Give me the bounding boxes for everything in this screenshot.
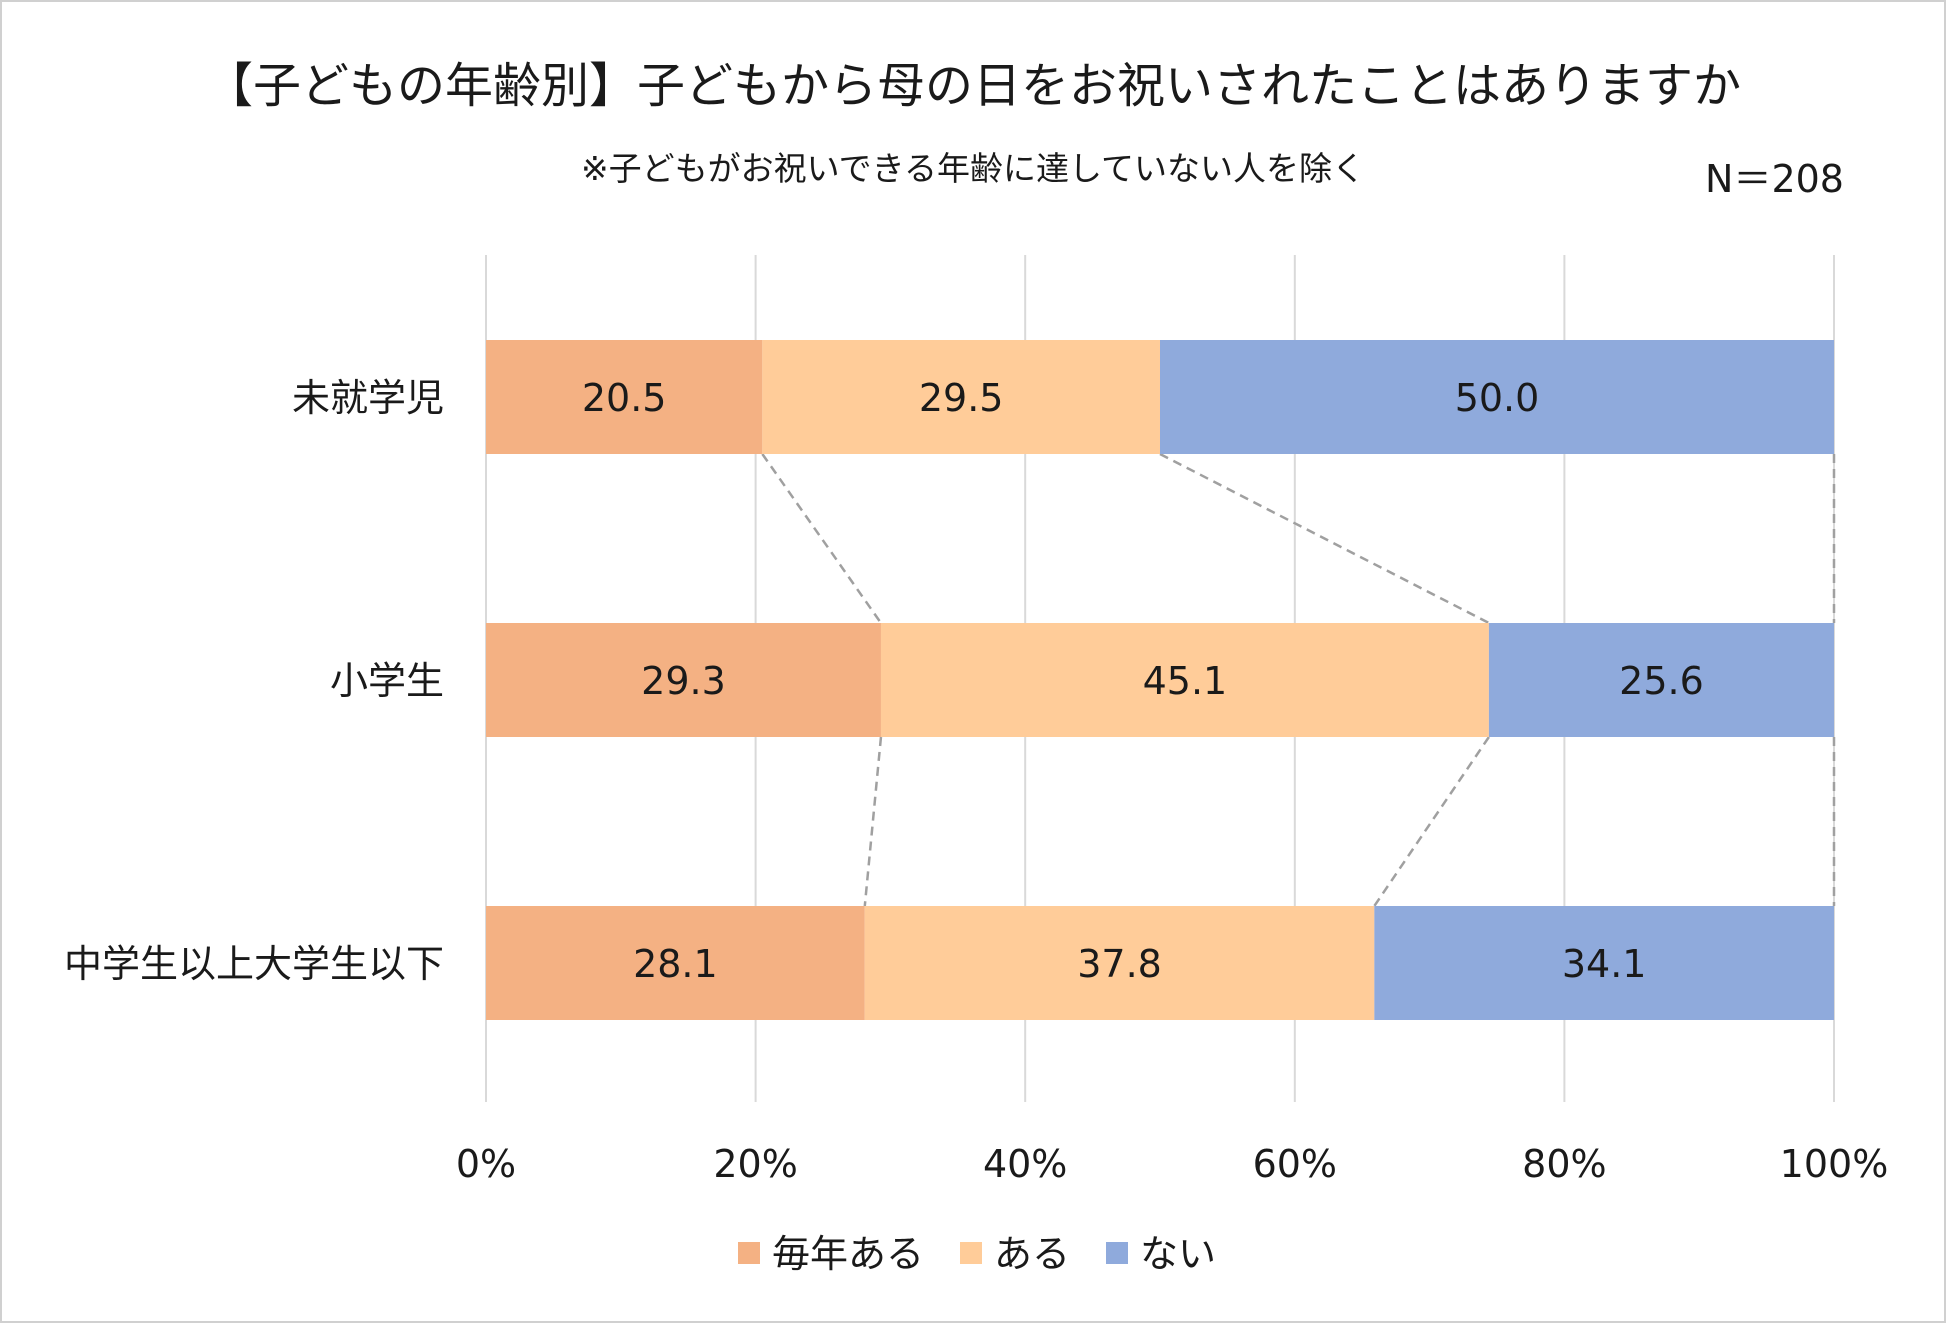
legend-label: 毎年ある — [772, 1232, 924, 1276]
series-line — [863, 736, 883, 907]
data-labels: 20.5 29.5 50.0 29.3 45.1 25.6 28.1 37.8 34.1 — [582, 376, 1704, 986]
x-tick-label: 60% — [1253, 1142, 1337, 1186]
x-tick-label: 0% — [456, 1142, 516, 1186]
x-tick-label: 100% — [1780, 1142, 1889, 1186]
legend-swatch — [960, 1242, 982, 1264]
legend: 毎年ある ある ない — [738, 1232, 1216, 1276]
series-line — [1373, 736, 1490, 907]
data-label: 25.6 — [1619, 659, 1704, 703]
bar-segment — [1374, 906, 1834, 1020]
data-label: 37.8 — [1077, 942, 1162, 986]
bar-segment — [880, 623, 1489, 737]
bar-segment — [1488, 623, 1834, 737]
series-line — [1159, 452, 1490, 625]
data-label: 28.1 — [633, 942, 718, 986]
legend-label: ある — [994, 1232, 1070, 1276]
data-label: 29.5 — [919, 376, 1004, 420]
bars — [486, 340, 1834, 1020]
bar-segment — [486, 340, 763, 454]
series-lines — [761, 452, 1836, 907]
legend-swatch — [738, 1242, 760, 1264]
chart-title: 【子どもの年齢別】子どもから母の日をお祝いされたことはありますか — [205, 58, 1741, 114]
category-label: 小学生 — [330, 659, 444, 703]
data-label: 45.1 — [1143, 659, 1228, 703]
bar-segment — [486, 623, 881, 737]
x-tick-label: 40% — [983, 1142, 1067, 1186]
series-line — [761, 453, 882, 624]
data-label: 34.1 — [1562, 942, 1647, 986]
category-label: 未就学児 — [292, 376, 444, 420]
data-label: 20.5 — [582, 376, 667, 420]
bar-segment — [762, 340, 1160, 454]
bar-segment — [864, 906, 1375, 1020]
data-label: 29.3 — [641, 659, 726, 703]
data-label: 50.0 — [1455, 376, 1540, 420]
value-axis: 0% 20% 40% 60% 80% 100% — [456, 1142, 1888, 1186]
chart-subtitle: ※子どもがお祝いできる年齢に達していない人を除く — [581, 149, 1365, 188]
category-label: 中学生以上大学生以下 — [64, 942, 444, 986]
bar-segment — [486, 906, 865, 1020]
legend-label: ない — [1140, 1232, 1216, 1276]
legend-swatch — [1106, 1242, 1128, 1264]
sample-size-label: N＝208 — [1705, 157, 1844, 201]
x-tick-label: 20% — [713, 1142, 797, 1186]
x-tick-label: 80% — [1522, 1142, 1606, 1186]
bar-segment — [1160, 340, 1834, 454]
